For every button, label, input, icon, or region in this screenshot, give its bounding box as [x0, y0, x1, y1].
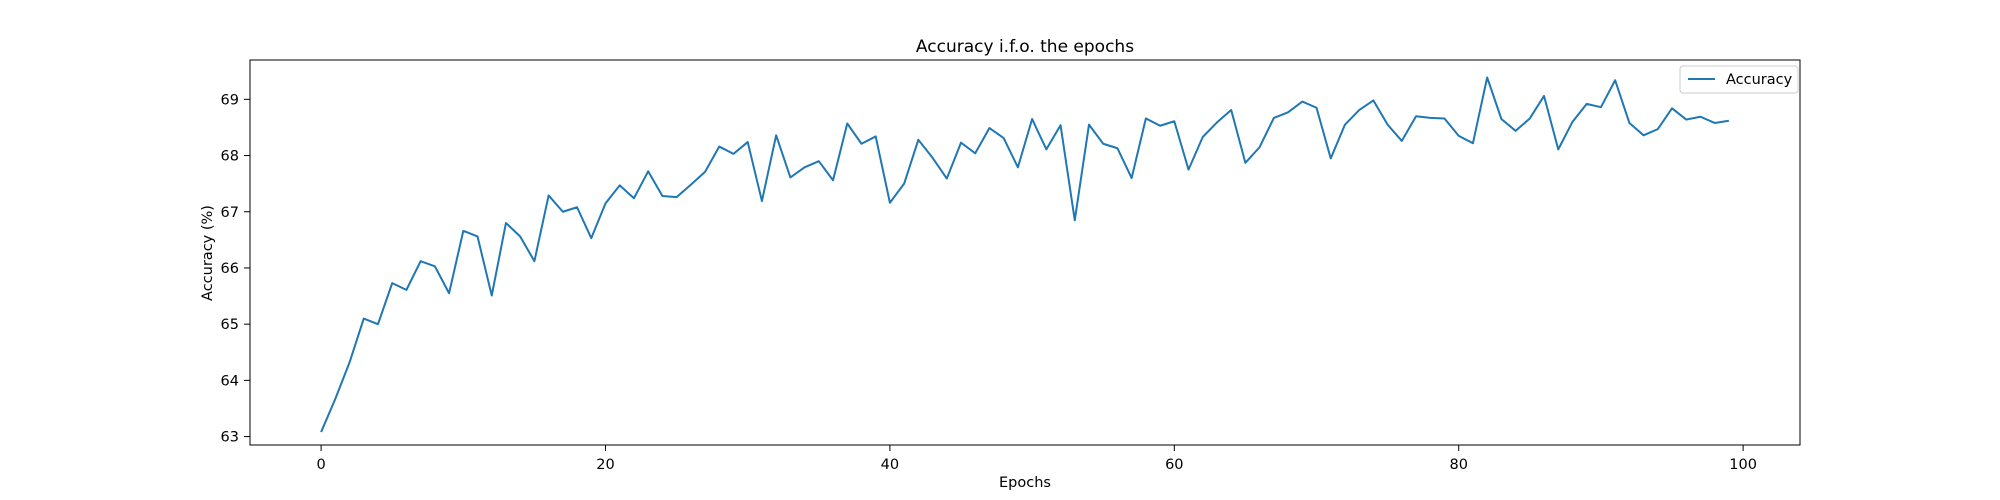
x-axis: 0 20 40 60 80 100	[316, 445, 1757, 473]
plot-area	[249, 59, 1801, 446]
y-tick-label: 66	[221, 261, 239, 277]
x-tick-label: 80	[1449, 457, 1467, 473]
x-tick-label: 60	[1165, 457, 1183, 473]
legend: Accuracy	[1679, 65, 1799, 94]
y-tick-label: 67	[221, 205, 239, 221]
y-tick-label: 68	[221, 149, 239, 165]
y-tick-label: 63	[221, 430, 239, 446]
axes-frame	[249, 59, 1801, 446]
legend-box	[1679, 65, 1799, 94]
chart-title: Accuracy i.f.o. the epochs	[916, 37, 1134, 57]
y-tick-label: 69	[221, 92, 239, 108]
y-tick-label: 64	[221, 373, 239, 389]
y-axis: 63 64 65 66 67 68 69	[221, 92, 250, 446]
series-line-accuracy	[320, 76, 1730, 433]
x-tick-label: 40	[881, 457, 899, 473]
x-tick-label: 0	[316, 457, 325, 473]
x-tick-label: 20	[596, 457, 614, 473]
y-axis-label: Accuracy (%)	[200, 205, 216, 301]
y-tick-label: 65	[221, 317, 239, 333]
x-tick-label: 100	[1729, 457, 1757, 473]
legend-label-accuracy: Accuracy	[1726, 72, 1793, 88]
x-axis-label: Epochs	[999, 475, 1051, 491]
